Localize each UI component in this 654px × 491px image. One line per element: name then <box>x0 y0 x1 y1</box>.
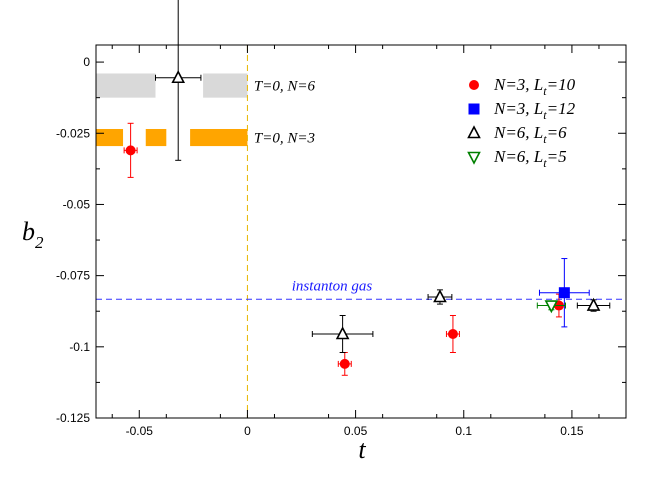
labels-layer: T=0, N=6 T=0, N=3 instanton gas -0.05 0 0.05 0… <box>22 55 584 464</box>
y-tick-label: -0.1 <box>69 340 90 354</box>
band-label-0: T=0, N=6 <box>254 79 316 95</box>
band-1-segment-2 <box>190 128 248 147</box>
series-2-point-3 <box>576 297 611 312</box>
instanton-gas-label: instanton gas <box>292 278 373 294</box>
legend-marker-0 <box>469 80 479 90</box>
y-tick-label: -0.05 <box>63 197 91 211</box>
series-0-point-2 <box>445 314 460 354</box>
legend-label-main: N=6, L <box>493 123 543 142</box>
marker-triangle-up <box>433 289 447 303</box>
y-tick-label: -0.125 <box>56 411 90 425</box>
marker-circle <box>339 358 350 369</box>
x-tick-label: -0.05 <box>126 424 154 438</box>
marker-triangle-down <box>544 300 559 314</box>
series-2-point-2 <box>427 289 453 305</box>
band-label-1: T=0, N=3 <box>254 131 315 147</box>
reference-layer <box>96 45 626 418</box>
marker-triangle-up <box>171 70 186 84</box>
legend-label-3: N=6, Lt=5 <box>493 147 567 170</box>
legend-label-main: N=6, L <box>493 147 543 166</box>
marker-square <box>558 287 570 299</box>
legend-label-tail: =6 <box>547 123 567 142</box>
bands-layer <box>96 73 248 147</box>
plot-frame <box>95 44 627 419</box>
y-tick-label: 0 <box>83 55 90 69</box>
series-0-point-1 <box>337 352 352 376</box>
band-0-segment-1 <box>203 73 248 98</box>
ticks-layer <box>96 45 626 419</box>
y-axis-title: b2 <box>22 217 44 252</box>
series-2-point-1 <box>311 314 374 354</box>
legend-label-tail: =10 <box>547 75 576 94</box>
legend-marker-1 <box>468 103 480 115</box>
marker-triangle-up <box>586 297 601 311</box>
legend-label-tail: =12 <box>547 99 576 118</box>
y-tick-label: -0.025 <box>56 126 90 140</box>
legend: N=3, Lt=10N=3, Lt=12N=6, Lt=6N=6, Lt=5 <box>467 75 576 170</box>
y-axis-title-subscript: 2 <box>35 233 44 252</box>
x-tick-label: 0 <box>244 424 251 438</box>
x-tick-label: 0.15 <box>560 424 584 438</box>
legend-label-sub: t <box>543 156 547 170</box>
legend-marker-2 <box>467 125 481 139</box>
series-1-point-0 <box>538 258 590 328</box>
x-axis-title: t <box>358 435 366 464</box>
y-tick-label: -0.075 <box>56 269 90 283</box>
series-3-point-0 <box>536 300 566 314</box>
legend-label-tail: =5 <box>547 147 567 166</box>
legend-label-2: N=6, Lt=6 <box>493 123 567 146</box>
band-1-segment-0 <box>96 128 124 147</box>
legend-label-main: N=3, L <box>493 99 543 118</box>
legend-label-sub: t <box>543 132 547 146</box>
points-layer <box>123 0 611 376</box>
legend-label-main: N=3, L <box>493 75 543 94</box>
series-0-point-0 <box>123 122 138 178</box>
x-tick-label: 0.1 <box>455 424 472 438</box>
marker-circle <box>125 145 136 156</box>
band-0-segment-0 <box>96 73 156 98</box>
legend-label-sub: t <box>543 84 547 98</box>
marker-triangle-up <box>335 326 350 340</box>
legend-label-0: N=3, Lt=10 <box>493 75 576 98</box>
band-1-segment-1 <box>145 128 167 147</box>
legend-marker-3 <box>467 151 481 165</box>
x-tick-label: 0.05 <box>344 424 368 438</box>
legend-label-sub: t <box>543 108 547 122</box>
series-2-point-0 <box>154 0 202 161</box>
marker-circle <box>447 329 458 340</box>
legend-label-1: N=3, Lt=12 <box>493 99 576 122</box>
